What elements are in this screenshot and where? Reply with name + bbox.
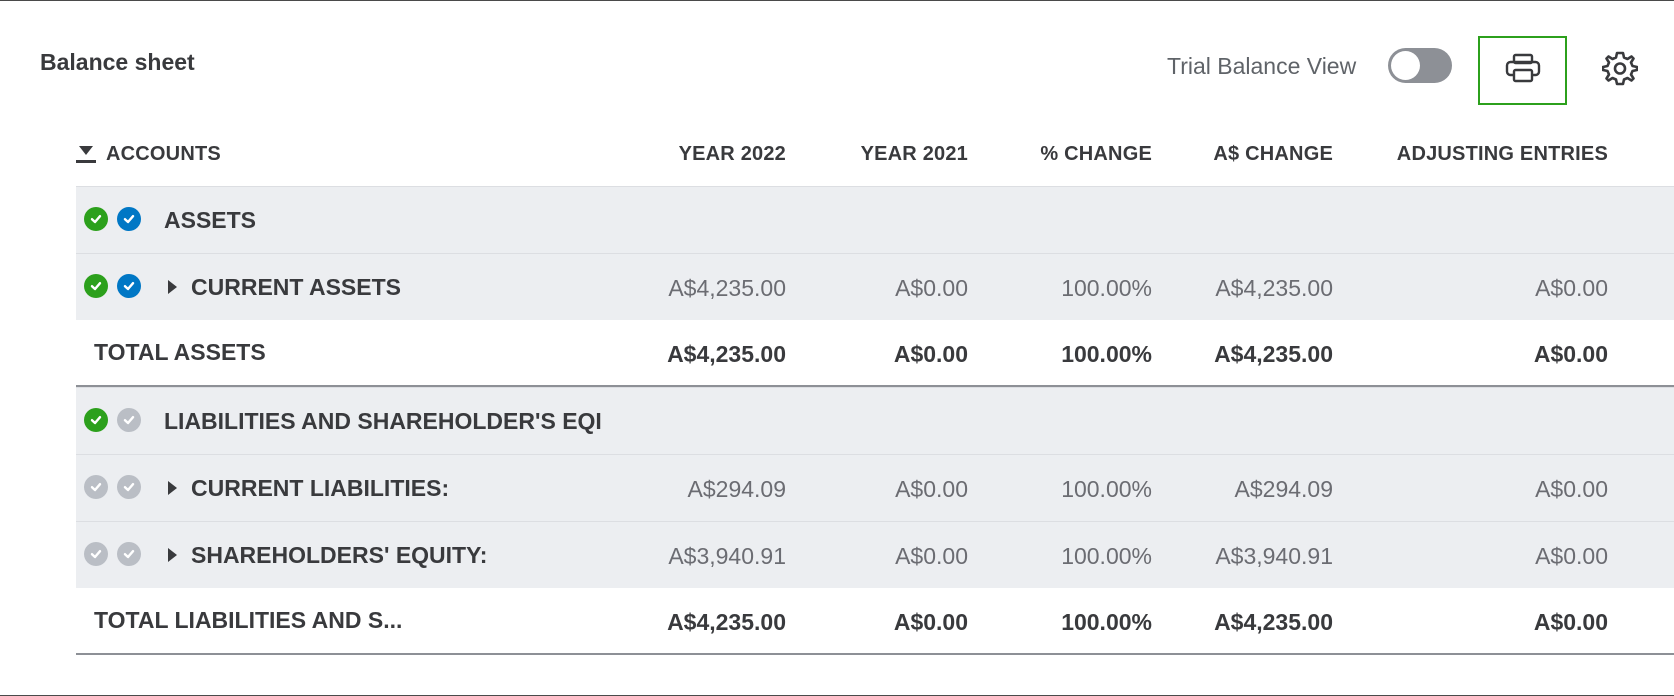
year-2022-value: A$4,235.00	[667, 341, 786, 367]
year-2021-value: A$0.00	[893, 609, 968, 635]
account-name: SHAREHOLDERS' EQUITY:	[191, 542, 488, 568]
printer-icon	[1505, 53, 1541, 88]
check-circle-icon	[84, 542, 108, 566]
table-row: TOTAL ASSETS A$4,235.00 A$0.00 100.00% A$4,2…	[76, 320, 1674, 387]
pct-change-value: 100.00%	[1061, 609, 1152, 635]
adjusting-entries-value: A$0.00	[1533, 609, 1608, 635]
settings-button[interactable]	[1601, 51, 1639, 89]
check-circle-icon	[117, 274, 141, 298]
trial-balance-label: Trial Balance View	[1167, 53, 1357, 79]
check-circle-icon	[84, 408, 108, 432]
print-button[interactable]	[1478, 36, 1567, 105]
amount-change-value: A$294.09	[1234, 476, 1333, 502]
pct-change-value: 100.00%	[1061, 275, 1152, 301]
account-name: CURRENT ASSETS	[191, 274, 401, 300]
pct-change-value: 100.00%	[1061, 341, 1152, 367]
amount-change-value: A$4,235.00	[1214, 341, 1333, 367]
column-header-year-2021: YEAR 2021	[860, 143, 968, 165]
year-2022-value: A$3,940.91	[668, 543, 786, 569]
year-2021-value: A$0.00	[895, 476, 968, 502]
caret-right-icon[interactable]	[168, 548, 177, 562]
table-row: LIABILITIES AND SHAREHOLDER'S EQI	[76, 387, 1674, 454]
sort-down-icon[interactable]	[76, 144, 96, 166]
pct-change-value: 100.00%	[1061, 476, 1152, 502]
gear-icon	[1601, 50, 1639, 91]
caret-right-icon[interactable]	[168, 280, 177, 294]
account-name: LIABILITIES AND SHAREHOLDER'S EQI	[164, 408, 602, 434]
column-header-adjusting-entries: ADJUSTING ENTRIES	[1396, 143, 1608, 165]
table-row: TOTAL LIABILITIES AND S... A$4,235.00 A$0.…	[76, 588, 1674, 655]
amount-change-value: A$4,235.00	[1215, 275, 1333, 301]
check-circle-icon	[117, 542, 141, 566]
pct-change-value: 100.00%	[1061, 543, 1152, 569]
amount-change-value: A$4,235.00	[1214, 609, 1333, 635]
table-row[interactable]: CURRENT LIABILITIES: A$294.09 A$0.00 100.00…	[76, 454, 1674, 521]
table-header: ACCOUNTS YEAR 2022 YEAR 2021 % CHANGE A$…	[76, 131, 1674, 186]
column-header-pct-change: % CHANGE	[1040, 143, 1152, 165]
check-circle-icon	[84, 207, 108, 231]
adjusting-entries-value: A$0.00	[1533, 341, 1608, 367]
year-2022-value: A$4,235.00	[668, 275, 786, 301]
check-circle-icon	[84, 475, 108, 499]
table-row: ASSETS	[76, 186, 1674, 253]
account-name: CURRENT LIABILITIES:	[191, 475, 450, 501]
table-row[interactable]: CURRENT ASSETS A$4,235.00 A$0.00 100.00% A$4…	[76, 253, 1674, 320]
column-header-year-2022: YEAR 2022	[678, 143, 786, 165]
check-circle-icon	[84, 274, 108, 298]
balance-sheet-table: ACCOUNTS YEAR 2022 YEAR 2021 % CHANGE A$…	[76, 131, 1674, 655]
check-circle-icon	[117, 207, 141, 231]
year-2021-value: A$0.00	[893, 341, 968, 367]
adjusting-entries-value: A$0.00	[1535, 543, 1608, 569]
account-name: ASSETS	[164, 207, 257, 233]
year-2022-value: A$4,235.00	[667, 609, 786, 635]
year-2022-value: A$294.09	[687, 476, 786, 502]
adjusting-entries-value: A$0.00	[1535, 476, 1608, 502]
caret-right-icon[interactable]	[168, 481, 177, 495]
accounts-column-header[interactable]: ACCOUNTS	[76, 143, 221, 166]
trial-balance-toggle[interactable]	[1388, 48, 1452, 83]
toggle-knob	[1391, 51, 1420, 80]
year-2021-value: A$0.00	[895, 543, 968, 569]
check-circle-icon	[117, 475, 141, 499]
table-row[interactable]: SHAREHOLDERS' EQUITY: A$3,940.91 A$0.00 100…	[76, 521, 1674, 588]
adjusting-entries-value: A$0.00	[1535, 275, 1608, 301]
account-name: TOTAL LIABILITIES AND S...	[94, 607, 403, 633]
check-circle-icon	[117, 408, 141, 432]
amount-change-value: A$3,940.91	[1215, 543, 1333, 569]
column-header-label: ACCOUNTS	[106, 143, 221, 165]
account-name: TOTAL ASSETS	[94, 339, 266, 365]
table-body: ASSETS CURRENT ASSETS A$4,235.00 A$0.00 100.…	[76, 186, 1674, 655]
year-2021-value: A$0.00	[895, 275, 968, 301]
column-header-amount-change: A$ CHANGE	[1213, 143, 1333, 165]
page-title: Balance sheet	[40, 49, 195, 75]
